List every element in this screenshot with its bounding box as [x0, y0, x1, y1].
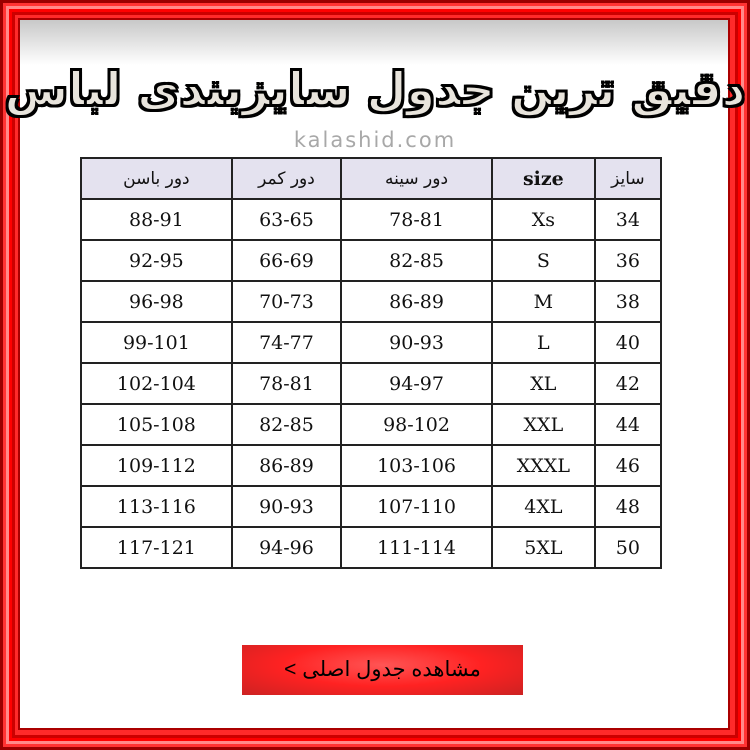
- table-cell: 113-116: [80, 485, 233, 528]
- table-cell: 82-85: [340, 239, 493, 282]
- column-header: دور سینه: [340, 157, 493, 200]
- column-header: size: [490, 157, 596, 200]
- table-cell: 70-73: [230, 280, 343, 323]
- table-cell: 109-112: [80, 444, 233, 487]
- table-cell: 105-108: [80, 403, 233, 446]
- column-header: دور کمر: [230, 157, 343, 200]
- table-cell: 92-95: [80, 239, 233, 282]
- table-header-row: دور باسن دور کمر دور سینه size سایز: [80, 157, 663, 200]
- table-cell: 103-106: [340, 444, 493, 487]
- table-cell: 96-98: [80, 280, 233, 323]
- table-cell: 36: [593, 239, 663, 282]
- table-row: 99-101 74-77 90-93 L 40: [80, 321, 663, 364]
- column-header: سایز: [593, 157, 663, 200]
- table-cell: 4XL: [490, 485, 596, 528]
- table-cell: 63-65: [230, 198, 343, 241]
- table-cell: 42: [593, 362, 663, 405]
- table-cell: 98-102: [340, 403, 493, 446]
- table-cell: 74-77: [230, 321, 343, 364]
- table-row: 113-116 90-93 107-110 4XL 48: [80, 485, 663, 528]
- table-cell: 94-97: [340, 362, 493, 405]
- table-cell: 66-69: [230, 239, 343, 282]
- table-cell: 48: [593, 485, 663, 528]
- table-row: 96-98 70-73 86-89 M 38: [80, 280, 663, 323]
- table-cell: XXXL: [490, 444, 596, 487]
- table-cell: L: [490, 321, 596, 364]
- table-cell: 44: [593, 403, 663, 446]
- table-cell: M: [490, 280, 596, 323]
- table-cell: XXL: [490, 403, 596, 446]
- table-cell: 78-81: [230, 362, 343, 405]
- table-cell: 50: [593, 526, 663, 569]
- table-cell: 88-91: [80, 198, 233, 241]
- table-cell: 40: [593, 321, 663, 364]
- watermark: kalashid.com: [293, 128, 457, 152]
- table-cell: 86-89: [340, 280, 493, 323]
- table-cell: 94-96: [230, 526, 343, 569]
- table-cell: 117-121: [80, 526, 233, 569]
- page-title: دقیق ترین جدول سایزبندی لباس: [4, 61, 747, 117]
- table-cell: XL: [490, 362, 596, 405]
- view-original-table-button[interactable]: مشاهده جدول اصلی >: [242, 645, 523, 695]
- table-row: 109-112 86-89 103-106 XXXL 46: [80, 444, 663, 487]
- size-table: دور باسن دور کمر دور سینه size سایز 88-91 63-…: [80, 157, 663, 569]
- table-row: 102-104 78-81 94-97 XL 42: [80, 362, 663, 405]
- table-cell: 90-93: [340, 321, 493, 364]
- table-cell: 78-81: [340, 198, 493, 241]
- table-cell: 102-104: [80, 362, 233, 405]
- table-cell: 107-110: [340, 485, 493, 528]
- table-cell: Xs: [490, 198, 596, 241]
- table-cell: 5XL: [490, 526, 596, 569]
- table-cell: 82-85: [230, 403, 343, 446]
- table-cell: 99-101: [80, 321, 233, 364]
- table-cell: 38: [593, 280, 663, 323]
- table-row: 105-108 82-85 98-102 XXL 44: [80, 403, 663, 446]
- table-cell: S: [490, 239, 596, 282]
- table-cell: 90-93: [230, 485, 343, 528]
- table-row: 88-91 63-65 78-81 Xs 34: [80, 198, 663, 241]
- table-cell: 46: [593, 444, 663, 487]
- table-cell: 111-114: [340, 526, 493, 569]
- table-row: 117-121 94-96 111-114 5XL 50: [80, 526, 663, 569]
- table-cell: 86-89: [230, 444, 343, 487]
- table-cell: 34: [593, 198, 663, 241]
- table-row: 92-95 66-69 82-85 S 36: [80, 239, 663, 282]
- column-header: دور باسن: [80, 157, 233, 200]
